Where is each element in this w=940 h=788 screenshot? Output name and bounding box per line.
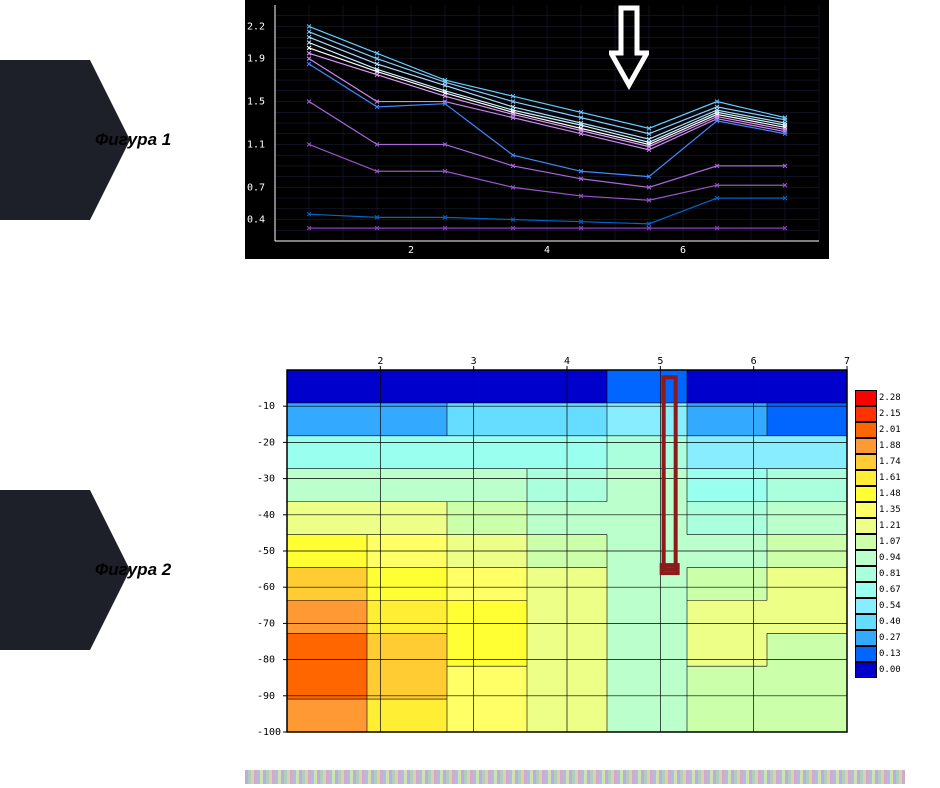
svg-text:2.2: 2.2 <box>247 21 265 32</box>
svg-text:0.7: 0.7 <box>247 182 265 193</box>
svg-text:-50: -50 <box>257 546 275 557</box>
svg-text:-60: -60 <box>257 582 275 593</box>
legend-swatch <box>855 566 877 582</box>
svg-text:1.5: 1.5 <box>247 97 265 108</box>
legend-row: 1.21 <box>855 518 901 534</box>
svg-text:-10: -10 <box>257 401 275 412</box>
legend-row: 0.54 <box>855 598 901 614</box>
legend-swatch <box>855 518 877 534</box>
svg-text:7: 7 <box>844 356 850 367</box>
legend-swatch <box>855 470 877 486</box>
legend-value: 2.28 <box>879 393 901 403</box>
legend-value: 0.27 <box>879 633 901 643</box>
legend-row: 0.94 <box>855 550 901 566</box>
legend-value: 1.74 <box>879 457 901 467</box>
svg-text:2: 2 <box>408 245 414 256</box>
noise-bar <box>245 770 905 784</box>
figure2-legend: 2.28 2.15 2.01 1.88 1.74 1.61 1.48 1.35 1.21 1.07… <box>855 390 901 678</box>
legend-swatch <box>855 390 877 406</box>
svg-text:-20: -20 <box>257 437 275 448</box>
svg-text:-80: -80 <box>257 655 275 666</box>
legend-row: 1.07 <box>855 534 901 550</box>
legend-swatch <box>855 406 877 422</box>
legend-swatch <box>855 534 877 550</box>
legend-row: 0.81 <box>855 566 901 582</box>
figure2-chart: 2 3 4 5 6 7 -10 -20 -30 -40 -50 -60 -70 -80 -90 -100 <box>245 350 905 740</box>
figure2-label: Фигура 2 <box>95 560 171 580</box>
svg-text:6: 6 <box>751 356 757 367</box>
legend-swatch <box>855 502 877 518</box>
legend-value: 0.81 <box>879 569 901 579</box>
legend-swatch <box>855 630 877 646</box>
legend-swatch <box>855 582 877 598</box>
legend-row: 2.01 <box>855 422 901 438</box>
legend-row: 1.61 <box>855 470 901 486</box>
legend-row: 0.27 <box>855 630 901 646</box>
svg-text:4: 4 <box>544 245 550 256</box>
legend-value: 1.48 <box>879 489 901 499</box>
legend-swatch <box>855 614 877 630</box>
legend-row: 1.35 <box>855 502 901 518</box>
legend-swatch <box>855 438 877 454</box>
legend-value: 1.21 <box>879 521 901 531</box>
legend-row: 2.15 <box>855 406 901 422</box>
legend-value: 0.54 <box>879 601 901 611</box>
legend-value: 0.00 <box>879 665 901 675</box>
svg-text:5: 5 <box>657 356 663 367</box>
svg-text:-90: -90 <box>257 691 275 702</box>
figure1-chart: 0.4 0.7 1.1 1.5 1.9 2.2 2 4 6 <box>245 0 829 259</box>
legend-row: 1.74 <box>855 454 901 470</box>
figure1-marker <box>0 60 90 220</box>
legend-value: 1.88 <box>879 441 901 451</box>
svg-text:-30: -30 <box>257 474 275 485</box>
legend-swatch <box>855 598 877 614</box>
legend-row: 0.40 <box>855 614 901 630</box>
svg-text:6: 6 <box>680 245 686 256</box>
svg-text:2: 2 <box>377 356 383 367</box>
legend-value: 0.13 <box>879 649 901 659</box>
figure1-arrow-annotation <box>609 5 649 95</box>
legend-value: 0.67 <box>879 585 901 595</box>
legend-value: 1.35 <box>879 505 901 515</box>
legend-swatch <box>855 454 877 470</box>
legend-row: 1.48 <box>855 486 901 502</box>
legend-swatch <box>855 422 877 438</box>
svg-text:1.1: 1.1 <box>247 139 265 150</box>
svg-text:0.4: 0.4 <box>247 215 265 226</box>
legend-swatch <box>855 486 877 502</box>
legend-value: 1.61 <box>879 473 901 483</box>
svg-text:3: 3 <box>471 356 477 367</box>
legend-swatch <box>855 662 877 678</box>
legend-value: 0.40 <box>879 617 901 627</box>
figure2-marker <box>0 490 90 650</box>
svg-text:-100: -100 <box>257 727 281 738</box>
svg-text:4: 4 <box>564 356 570 367</box>
svg-text:1.9: 1.9 <box>247 54 265 65</box>
svg-text:-40: -40 <box>257 510 275 521</box>
legend-swatch <box>855 646 877 662</box>
legend-row: 0.67 <box>855 582 901 598</box>
legend-row: 0.13 <box>855 646 901 662</box>
legend-swatch <box>855 550 877 566</box>
legend-value: 1.07 <box>879 537 901 547</box>
legend-value: 0.94 <box>879 553 901 563</box>
figure1-label: Фигура 1 <box>95 130 171 150</box>
legend-row: 1.88 <box>855 438 901 454</box>
legend-value: 2.15 <box>879 409 901 419</box>
legend-row: 2.28 <box>855 390 901 406</box>
legend-value: 2.01 <box>879 425 901 435</box>
legend-row: 0.00 <box>855 662 901 678</box>
svg-text:-70: -70 <box>257 618 275 629</box>
